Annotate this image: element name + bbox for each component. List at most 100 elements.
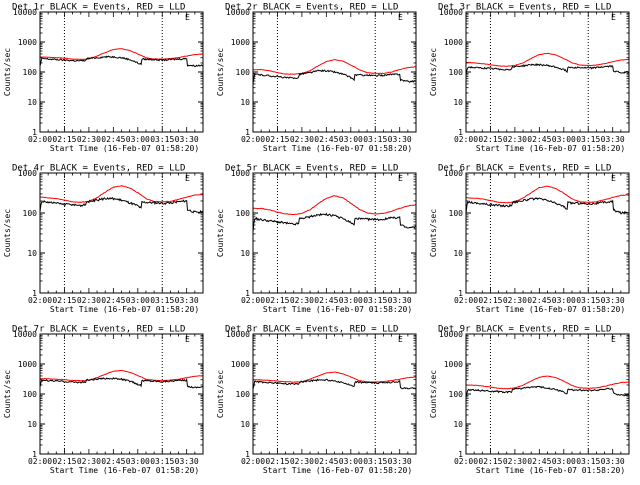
y-axis-label: Counts/sec	[429, 370, 438, 418]
x-tick-label: 03:15	[363, 457, 387, 466]
event-rate-series	[39, 55, 204, 68]
x-tick-label: 02:00	[28, 135, 52, 144]
x-tick-label: 02:30	[290, 296, 314, 305]
corner-mark: E	[611, 174, 616, 183]
event-rate-series	[465, 385, 630, 398]
x-axis-label: Start Time (16-Feb-07 01:58:20)	[476, 305, 625, 314]
y-axis-label: Counts/sec	[3, 370, 12, 418]
x-tick-label: 02:30	[77, 457, 101, 466]
x-tick-label: 03:15	[363, 135, 387, 144]
x-tick-label: 03:30	[601, 135, 625, 144]
x-axis-label: Start Time (16-Feb-07 01:58:20)	[50, 144, 199, 153]
lld-rate-series	[39, 369, 203, 382]
y-tick-label: 1000	[231, 38, 250, 47]
x-tick-label: 02:15	[52, 296, 76, 305]
corner-mark: E	[185, 174, 190, 183]
corner-mark: E	[185, 13, 190, 22]
y-tick-label: 10	[240, 249, 250, 258]
y-tick-label: 1	[32, 128, 37, 137]
panel-title: Det 3r BLACK = Events, RED = LLD	[438, 3, 611, 13]
y-tick-label: 10	[27, 420, 37, 429]
y-tick-label: 1000	[231, 169, 250, 178]
x-axis-label: Start Time (16-Feb-07 01:58:20)	[476, 144, 625, 153]
x-tick-label: 02:30	[503, 135, 527, 144]
corner-mark: E	[185, 335, 190, 344]
x-tick-label: 02:30	[290, 457, 314, 466]
y-tick-label: 10000	[439, 8, 463, 17]
x-tick-label: 02:45	[101, 457, 125, 466]
x-tick-label: 02:00	[241, 296, 265, 305]
lld-rate-series	[39, 48, 203, 60]
x-tick-label: 02:00	[454, 296, 478, 305]
y-axis-label: Counts/sec	[3, 48, 12, 96]
y-tick-label: 1	[32, 289, 37, 298]
y-tick-label: 1	[32, 450, 37, 459]
plot-frame	[252, 172, 417, 294]
x-tick-label: 03:00	[552, 296, 576, 305]
event-rate-series	[39, 376, 204, 389]
x-tick-label: 03:30	[175, 135, 199, 144]
x-tick-label: 03:15	[150, 135, 174, 144]
y-tick-label: 10	[240, 420, 250, 429]
x-tick-label: 02:15	[265, 296, 289, 305]
plot-frame	[465, 11, 630, 133]
x-tick-label: 03:00	[339, 457, 363, 466]
panel-title: Det 1r BLACK = Events, RED = LLD	[12, 3, 185, 13]
x-tick-label: 02:45	[101, 135, 125, 144]
y-tick-label: 1	[245, 289, 250, 298]
x-tick-label: 02:15	[478, 135, 502, 144]
x-tick-label: 03:00	[339, 296, 363, 305]
y-tick-label: 100	[236, 209, 251, 218]
x-tick-label: 02:30	[290, 135, 314, 144]
x-axis-label: Start Time (16-Feb-07 01:58:20)	[263, 305, 412, 314]
y-tick-label: 1	[458, 450, 463, 459]
event-rate-series	[252, 212, 417, 232]
x-tick-label: 02:00	[28, 457, 52, 466]
panel-title: Det 6r BLACK = Events, RED = LLD	[438, 164, 611, 174]
panel-title: Det 8r BLACK = Events, RED = LLD	[225, 325, 398, 335]
lld-rate-series	[253, 195, 417, 216]
x-tick-label: 02:30	[503, 296, 527, 305]
x-tick-label: 02:15	[478, 457, 502, 466]
y-tick-label: 100	[236, 390, 251, 399]
y-tick-label: 10000	[226, 8, 250, 17]
x-axis-label: Start Time (16-Feb-07 01:58:20)	[263, 466, 412, 475]
y-axis-label: Counts/sec	[216, 48, 225, 96]
y-tick-label: 1000	[444, 38, 463, 47]
x-tick-label: 03:30	[601, 296, 625, 305]
x-tick-label: 02:45	[314, 135, 338, 144]
x-tick-label: 03:15	[576, 296, 600, 305]
y-tick-label: 10	[27, 249, 37, 258]
y-tick-label: 1000	[18, 169, 37, 178]
y-tick-label: 10	[453, 98, 463, 107]
event-rate-series	[465, 63, 630, 76]
panel-title: Det 9r BLACK = Events, RED = LLD	[438, 325, 611, 335]
event-rate-series	[39, 196, 204, 214]
x-tick-label: 03:30	[388, 296, 412, 305]
x-tick-label: 02:45	[527, 457, 551, 466]
y-tick-label: 1	[458, 128, 463, 137]
y-tick-label: 1	[245, 450, 250, 459]
x-tick-label: 02:15	[52, 457, 76, 466]
x-tick-label: 02:15	[265, 135, 289, 144]
x-tick-label: 03:15	[150, 296, 174, 305]
y-tick-label: 10000	[439, 330, 463, 339]
x-tick-label: 03:00	[552, 457, 576, 466]
y-tick-label: 100	[23, 390, 38, 399]
x-tick-label: 03:30	[388, 135, 412, 144]
panel-title: Det 7r BLACK = Events, RED = LLD	[12, 325, 185, 335]
x-tick-label: 02:00	[28, 296, 52, 305]
y-tick-label: 10	[240, 98, 250, 107]
x-tick-label: 03:00	[126, 135, 150, 144]
corner-mark: E	[398, 13, 403, 22]
plot-frame	[39, 333, 204, 455]
y-axis-label: Counts/sec	[3, 209, 12, 257]
y-tick-label: 100	[449, 390, 464, 399]
x-tick-label: 02:00	[241, 135, 265, 144]
x-tick-label: 02:45	[314, 296, 338, 305]
